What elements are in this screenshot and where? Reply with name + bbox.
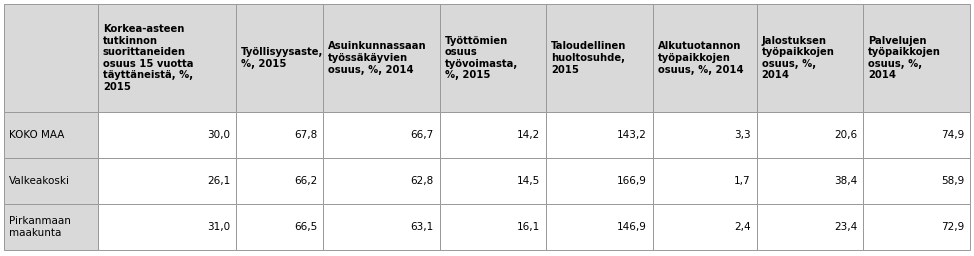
Bar — [757, 4, 863, 112]
Text: 74,9: 74,9 — [941, 130, 964, 140]
Bar — [863, 112, 970, 158]
Bar — [757, 112, 863, 158]
Bar — [439, 4, 546, 112]
Text: 31,0: 31,0 — [207, 222, 230, 232]
Bar — [97, 158, 236, 204]
Text: 67,8: 67,8 — [294, 130, 317, 140]
Text: Pirkanmaan
maakunta: Pirkanmaan maakunta — [9, 216, 71, 238]
Text: 30,0: 30,0 — [207, 130, 230, 140]
Bar — [323, 4, 439, 112]
Text: 62,8: 62,8 — [410, 176, 433, 186]
Bar — [4, 112, 97, 158]
Bar — [653, 4, 757, 112]
Bar — [439, 158, 546, 204]
Bar — [236, 112, 323, 158]
Bar — [439, 112, 546, 158]
Text: Alkutuotannon
työpaikkojen
osuus, %, 2014: Alkutuotannon työpaikkojen osuus, %, 201… — [658, 41, 743, 74]
Bar — [4, 4, 97, 112]
Text: Valkeakoski: Valkeakoski — [9, 176, 70, 186]
Text: 14,5: 14,5 — [517, 176, 541, 186]
Bar — [236, 204, 323, 250]
Bar — [97, 4, 236, 112]
Bar — [4, 158, 97, 204]
Bar — [546, 204, 653, 250]
Bar — [236, 4, 323, 112]
Text: 63,1: 63,1 — [410, 222, 433, 232]
Text: 166,9: 166,9 — [618, 176, 647, 186]
Bar — [323, 204, 439, 250]
Text: Palvelujen
työpaikkojen
osuus, %,
2014: Palvelujen työpaikkojen osuus, %, 2014 — [869, 36, 941, 80]
Text: 16,1: 16,1 — [517, 222, 541, 232]
Bar — [863, 204, 970, 250]
Bar — [236, 158, 323, 204]
Text: KOKO MAA: KOKO MAA — [9, 130, 64, 140]
Bar — [4, 204, 97, 250]
Text: Asuinkunnassaan
työssäkäyvien
osuus, %, 2014: Asuinkunnassaan työssäkäyvien osuus, %, … — [328, 41, 427, 74]
Bar — [757, 158, 863, 204]
Text: 58,9: 58,9 — [941, 176, 964, 186]
Text: Jalostuksen
työpaikkojen
osuus, %,
2014: Jalostuksen työpaikkojen osuus, %, 2014 — [762, 36, 835, 80]
Text: 2,4: 2,4 — [734, 222, 751, 232]
Text: 3,3: 3,3 — [734, 130, 751, 140]
Text: 1,7: 1,7 — [734, 176, 751, 186]
Text: 38,4: 38,4 — [834, 176, 857, 186]
Bar — [97, 112, 236, 158]
Text: 66,2: 66,2 — [294, 176, 317, 186]
Bar — [439, 204, 546, 250]
Text: Työllisyysaste,
%, 2015: Työllisyysaste, %, 2015 — [242, 47, 323, 69]
Text: 14,2: 14,2 — [517, 130, 541, 140]
Text: 66,7: 66,7 — [410, 130, 433, 140]
Text: Työttömien
osuus
työvoimasta,
%, 2015: Työttömien osuus työvoimasta, %, 2015 — [444, 36, 518, 80]
Text: 66,5: 66,5 — [294, 222, 317, 232]
Text: Korkea-asteen
tutkinnon
suorittaneiden
osuus 15 vuotta
täyttäneistä, %,
2015: Korkea-asteen tutkinnon suorittaneiden o… — [103, 24, 193, 92]
Bar — [863, 4, 970, 112]
Text: 143,2: 143,2 — [618, 130, 647, 140]
Bar — [546, 158, 653, 204]
Bar — [653, 158, 757, 204]
Bar — [653, 204, 757, 250]
Text: Taloudellinen
huoltosuhde,
2015: Taloudellinen huoltosuhde, 2015 — [551, 41, 626, 74]
Bar — [323, 112, 439, 158]
Bar — [757, 204, 863, 250]
Text: 20,6: 20,6 — [834, 130, 857, 140]
Text: 23,4: 23,4 — [834, 222, 857, 232]
Bar — [97, 204, 236, 250]
Bar — [323, 158, 439, 204]
Bar — [863, 158, 970, 204]
Text: 72,9: 72,9 — [941, 222, 964, 232]
Text: 26,1: 26,1 — [206, 176, 230, 186]
Bar — [653, 112, 757, 158]
Text: 146,9: 146,9 — [618, 222, 647, 232]
Bar — [546, 112, 653, 158]
Bar — [546, 4, 653, 112]
